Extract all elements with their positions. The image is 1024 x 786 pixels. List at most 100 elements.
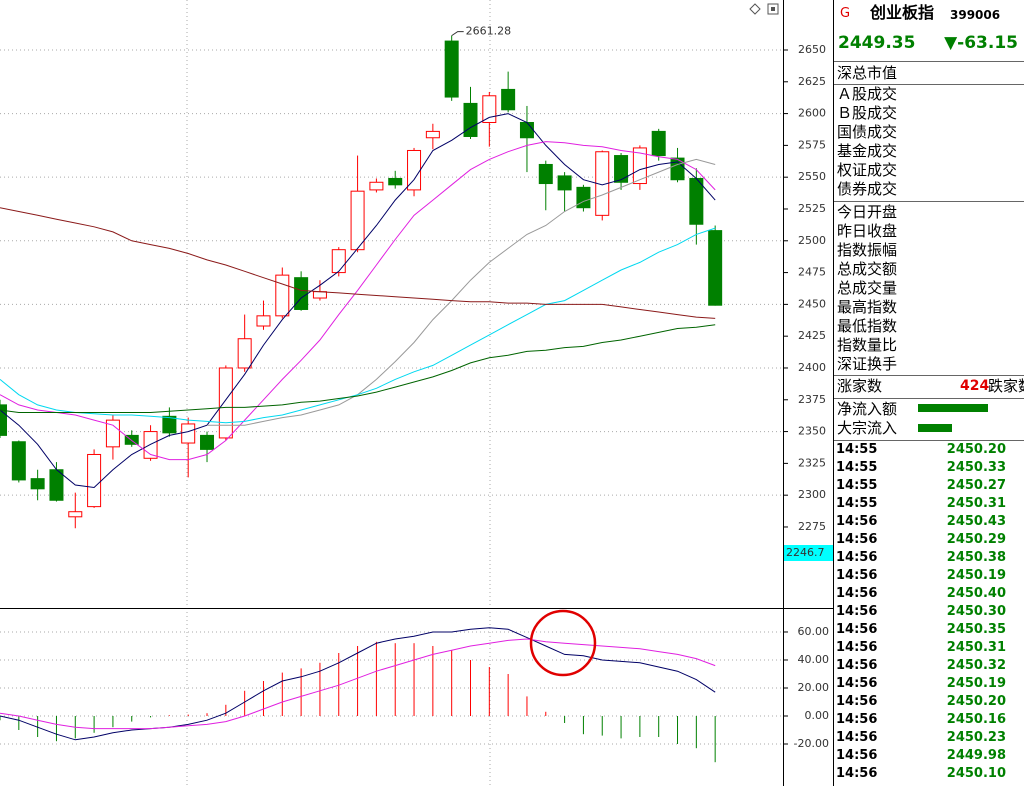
candle-body (218, 367, 233, 439)
candle-body (501, 88, 516, 111)
y-tick-label: 2450 (798, 297, 826, 310)
field-label: Ａ股成交 (837, 85, 898, 103)
field-label: 深总市值 (837, 64, 898, 82)
line (0, 227, 716, 424)
tick-time: 14:56 (836, 766, 878, 781)
advance-count: 424 (960, 378, 990, 394)
tick-time: 14:55 (836, 478, 878, 493)
candle-body (200, 434, 215, 450)
y-tick-label: 2400 (798, 361, 826, 374)
tick-time: 14:56 (836, 622, 878, 637)
tick-price: 2450.30 (946, 604, 1006, 619)
flow-bar (918, 404, 988, 412)
tick-price: 2450.16 (946, 712, 1006, 727)
y-tick-label: 2550 (798, 170, 826, 183)
cursor-label: 2246.7 (786, 546, 825, 559)
y-tick-label: 2275 (798, 520, 826, 533)
flow-label: 大宗流入 (837, 419, 898, 437)
y-tick-label: 2575 (798, 138, 826, 151)
tick-price: 2450.10 (946, 766, 1006, 781)
tick-time: 14:56 (836, 586, 878, 601)
tick-price: 2450.43 (946, 514, 1006, 529)
y-tick-label: 2625 (798, 75, 826, 88)
tick-time: 14:55 (836, 496, 878, 511)
field-label: 权证成交 (837, 161, 898, 179)
index-name: 创业板指 (870, 3, 935, 22)
y-tick-label: 2300 (798, 488, 826, 501)
line (0, 207, 716, 319)
tick-time: 14:56 (836, 730, 878, 745)
field-label: Ｂ股成交 (837, 104, 898, 122)
candle-body (181, 423, 196, 444)
separator (834, 398, 1024, 399)
candle-body (369, 181, 384, 191)
box-icon[interactable] (767, 3, 779, 15)
advance-label: 涨家数 (837, 377, 883, 395)
tick-time: 14:56 (836, 532, 878, 547)
candle-body (482, 95, 497, 123)
decline-label: 跌家数 (988, 377, 1024, 395)
line (0, 113, 716, 489)
candle-body (49, 469, 64, 501)
highlight-circle (529, 609, 597, 677)
tick-price: 2450.27 (946, 478, 1006, 493)
candle-body (68, 511, 83, 518)
field-label: 基金成交 (837, 142, 898, 160)
field-label: 最低指数 (837, 317, 898, 335)
market-tag: G (840, 6, 851, 21)
candle-body (444, 40, 459, 98)
candle-body (11, 441, 26, 481)
tick-price: 2450.31 (946, 496, 1006, 511)
tick-price: 2450.23 (946, 730, 1006, 745)
tick-time: 14:56 (836, 712, 878, 727)
tick-price: 2450.19 (946, 676, 1006, 691)
tick-time: 14:55 (836, 442, 878, 457)
tick-time: 14:56 (836, 604, 878, 619)
tick-price: 2450.20 (946, 442, 1006, 457)
y-tick-label: 20.00 (798, 681, 830, 694)
candle-body (275, 274, 290, 317)
tick-time: 14:56 (836, 658, 878, 673)
separator (834, 61, 1024, 62)
candle-body (708, 230, 723, 306)
tick-time: 14:56 (836, 676, 878, 691)
candle-body (30, 478, 45, 490)
field-label: 债券成交 (837, 180, 898, 198)
separator (834, 201, 1024, 202)
candle-body (162, 415, 177, 434)
field-label: 今日开盘 (837, 203, 898, 221)
separator (834, 84, 1024, 85)
y-tick-label: -20.00 (794, 737, 829, 750)
tick-price: 2450.35 (946, 622, 1006, 637)
tick-time: 14:56 (836, 748, 878, 763)
separator (834, 375, 1024, 376)
candle-body (350, 190, 365, 251)
y-tick-label: 2475 (798, 266, 826, 279)
tick-time: 14:56 (836, 550, 878, 565)
tick-time: 14:56 (836, 568, 878, 583)
y-tick-label: 2525 (798, 202, 826, 215)
candle-body (557, 175, 572, 191)
candle-body (388, 177, 403, 186)
candle-body (632, 147, 647, 185)
tick-price: 2450.19 (946, 568, 1006, 583)
candle-body (256, 315, 271, 327)
y-tick-label: 2375 (798, 393, 826, 406)
high-label: 2661.28 (466, 25, 512, 38)
y-tick-label: 0.00 (805, 709, 830, 722)
tick-time: 14:55 (836, 460, 878, 475)
candle-body (425, 130, 440, 139)
diamond-icon[interactable] (749, 3, 761, 15)
line (0, 627, 716, 741)
field-label: 指数量比 (837, 336, 898, 354)
last-price: 2449.35 (838, 33, 916, 53)
tick-price: 2449.98 (946, 748, 1006, 763)
candle-body (237, 338, 252, 369)
background (0, 0, 833, 786)
cursor-label-bg (784, 545, 833, 561)
candle-body (124, 434, 139, 445)
candle-body (463, 102, 478, 137)
candle-body (538, 163, 553, 185)
line (0, 141, 716, 461)
